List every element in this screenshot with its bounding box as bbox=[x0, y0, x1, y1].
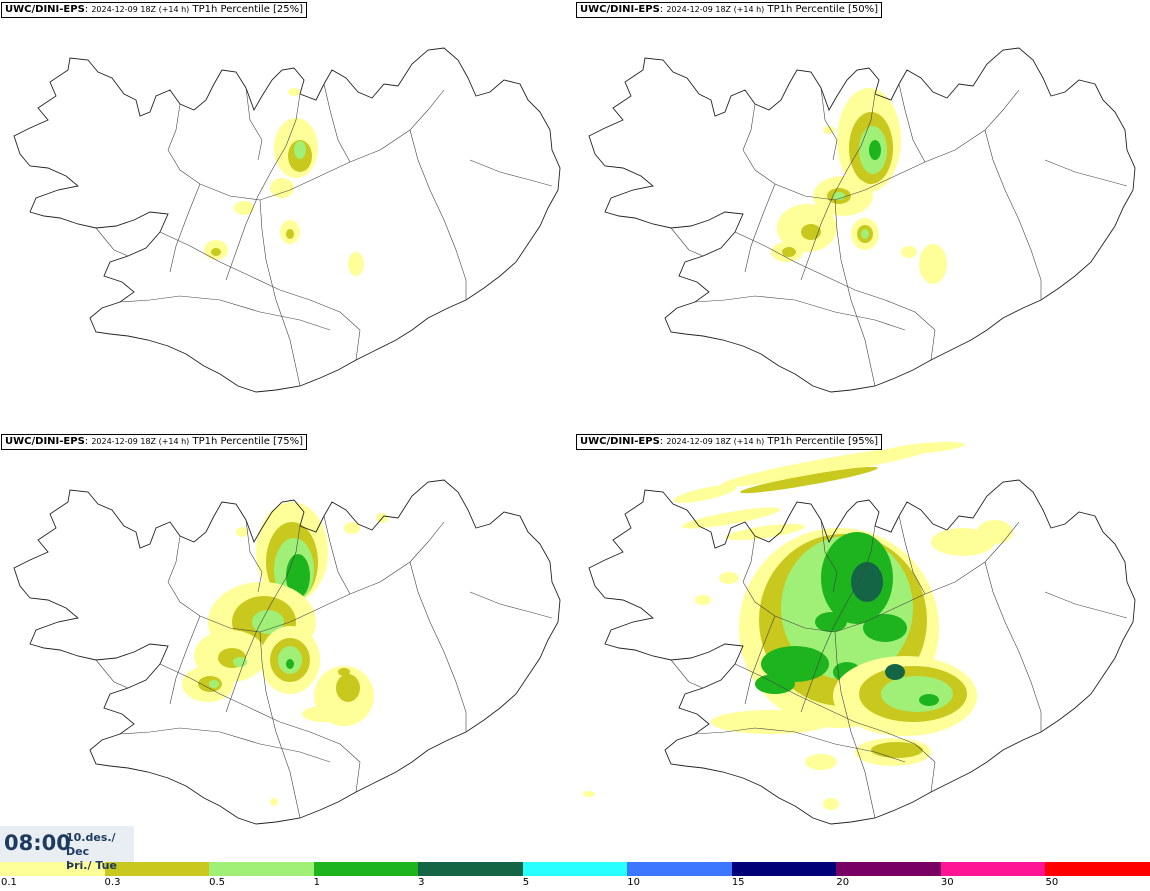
valid-time: 08:00 bbox=[4, 831, 71, 855]
colorbar-label: 20 bbox=[836, 877, 850, 888]
colorbar-label: 0.3 bbox=[104, 877, 121, 888]
colorbar-segment bbox=[940, 862, 1046, 876]
region-borders bbox=[95, 83, 553, 387]
map-panel-p95: UWC/DINI-EPS: 2024-12-09 18Z (+14 h) TP1… bbox=[575, 432, 1150, 864]
panel-header: UWC/DINI-EPS: 2024-12-09 18Z (+14 h) TP1… bbox=[1, 434, 308, 450]
run-time: 2024-12-09 18Z (+14 h) bbox=[666, 437, 765, 446]
colorbar-segment bbox=[1045, 862, 1150, 876]
run-time: 2024-12-09 18Z (+14 h) bbox=[91, 5, 190, 14]
colorbar-segment bbox=[209, 862, 314, 876]
colorbar-segment bbox=[313, 862, 419, 876]
colorbar-segment bbox=[0, 862, 105, 876]
field-name: TP1h Percentile [50%] bbox=[767, 4, 879, 15]
panel-header: UWC/DINI-EPS: 2024-12-09 18Z (+14 h) TP1… bbox=[576, 434, 883, 450]
iceland-coastline bbox=[13, 47, 561, 393]
precip-map-p25 bbox=[13, 47, 561, 393]
colorbar-label: 50 bbox=[1045, 877, 1059, 888]
colorbar-label: 0.5 bbox=[209, 877, 225, 888]
colorbar-segment bbox=[627, 862, 732, 876]
field-name: TP1h Percentile [25%] bbox=[192, 4, 304, 15]
valid-date: 10.des./ Dec Þri./ Tue bbox=[66, 831, 134, 873]
colorbar-segment bbox=[731, 862, 837, 876]
map-panel-p75: UWC/DINI-EPS: 2024-12-09 18Z (+14 h) TP1… bbox=[0, 432, 575, 864]
colorbar-label: 15 bbox=[731, 877, 745, 888]
field-name: TP1h Percentile [95%] bbox=[767, 436, 879, 447]
precip-map-p95 bbox=[583, 439, 1136, 825]
map-panel-p50: UWC/DINI-EPS: 2024-12-09 18Z (+14 h) TP1… bbox=[575, 0, 1150, 432]
model-name: UWC/DINI-EPS bbox=[5, 436, 85, 447]
precip-map-p50 bbox=[588, 47, 1136, 393]
colorbar-label: 5 bbox=[522, 877, 530, 888]
panel-header: UWC/DINI-EPS: 2024-12-09 18Z (+14 h) TP1… bbox=[1, 2, 308, 18]
run-time: 2024-12-09 18Z (+14 h) bbox=[666, 5, 765, 14]
colorbar-label: 30 bbox=[940, 877, 954, 888]
colorbar bbox=[0, 862, 1150, 876]
model-name: UWC/DINI-EPS bbox=[5, 4, 85, 15]
field-name: TP1h Percentile [75%] bbox=[192, 436, 304, 447]
precip-map-p75 bbox=[13, 479, 561, 825]
run-time: 2024-12-09 18Z (+14 h) bbox=[91, 437, 190, 446]
model-name: UWC/DINI-EPS bbox=[580, 4, 660, 15]
colorbar-label: 3 bbox=[418, 877, 425, 888]
colorbar-label: 1 bbox=[313, 877, 320, 888]
model-name: UWC/DINI-EPS bbox=[580, 436, 660, 447]
precip-field-p50 bbox=[771, 88, 947, 284]
weekday-label: Þri./ Tue bbox=[66, 859, 117, 872]
colorbar-segment bbox=[104, 862, 210, 876]
valid-time-box: 08:00 10.des./ Dec Þri./ Tue bbox=[0, 826, 134, 872]
map-panel-p25: UWC/DINI-EPS: 2024-12-09 18Z (+14 h) TP1… bbox=[0, 0, 575, 432]
colorbar-segment bbox=[522, 862, 628, 876]
precip-field-p95 bbox=[583, 439, 1013, 810]
colorbar-labels: 0.1 0.3 0.5 1 3 5 10 15 20 30 50 bbox=[0, 876, 1150, 891]
colorbar-label: 10 bbox=[627, 877, 640, 888]
precip-field-p25 bbox=[204, 88, 364, 276]
precip-field-p75 bbox=[182, 502, 388, 806]
colorbar-segment bbox=[418, 862, 523, 876]
colorbar-label: 0.1 bbox=[1, 877, 17, 888]
colorbar-segment bbox=[836, 862, 941, 876]
panel-header: UWC/DINI-EPS: 2024-12-09 18Z (+14 h) TP1… bbox=[576, 2, 883, 18]
date-label: 10.des./ Dec bbox=[66, 831, 116, 858]
